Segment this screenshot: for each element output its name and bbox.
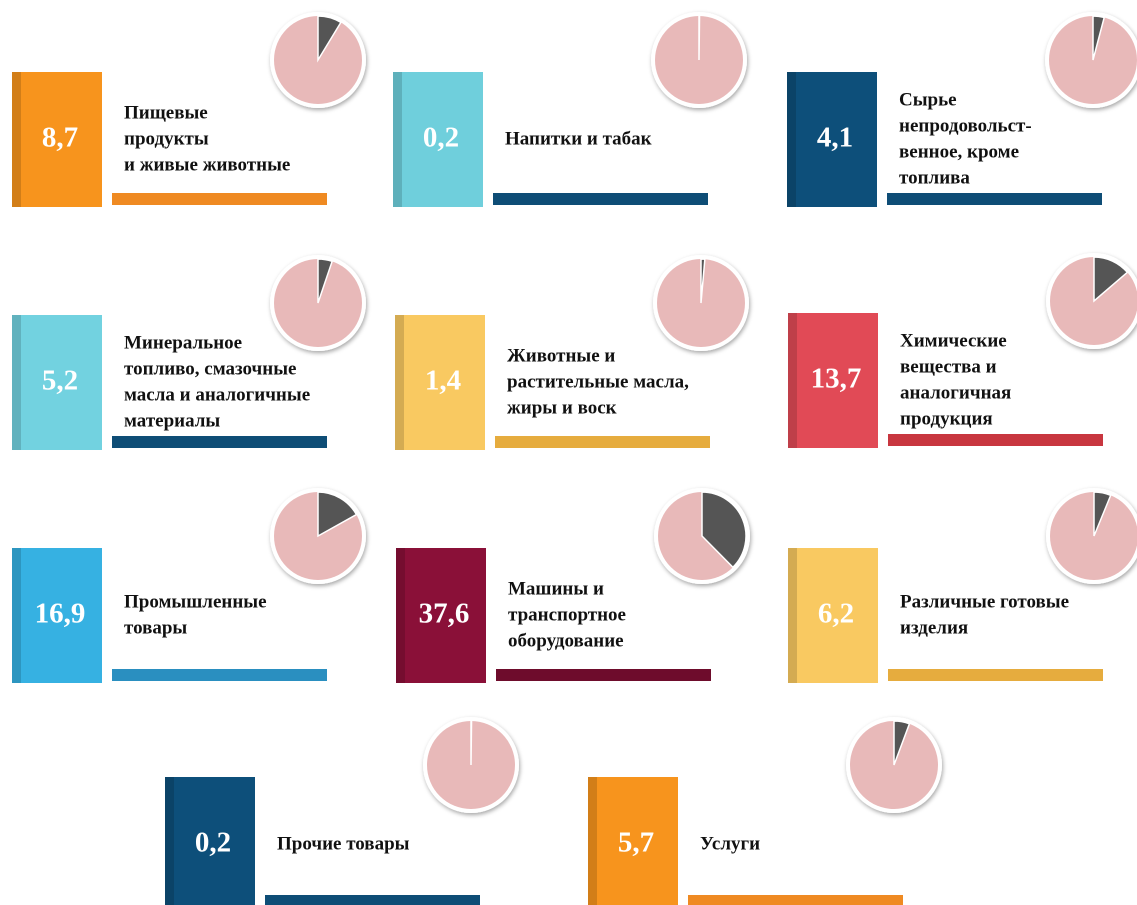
value-box — [787, 72, 877, 207]
category-label: Химические — [900, 330, 1007, 351]
category-label: материалы — [124, 410, 220, 431]
value-box-edge — [787, 72, 796, 207]
value-label: 16,9 — [35, 598, 86, 630]
category-label: продукция — [900, 408, 993, 429]
underline-bar — [496, 669, 711, 681]
category-label: венное, кроме — [899, 141, 1019, 162]
category-label: изделия — [900, 617, 968, 638]
category-label: Различные готовые — [900, 591, 1069, 612]
value-box-edge — [788, 548, 797, 683]
underline-bar — [887, 193, 1102, 205]
category-label: вещества и — [900, 356, 997, 377]
underline-bar — [888, 669, 1103, 681]
category-label: Напитки и табак — [505, 128, 652, 149]
pie-slice — [317, 258, 334, 304]
pie-slice — [1093, 256, 1129, 303]
underline-bar — [112, 669, 327, 681]
category-label: масла и аналогичные — [124, 384, 310, 405]
value-box-edge — [12, 72, 21, 207]
category-label: Прочие товары — [277, 833, 410, 854]
value-label: 5,7 — [618, 827, 654, 859]
category-label: Сырье — [899, 89, 957, 110]
category-label: Услуги — [700, 833, 760, 854]
category-label: продукты — [124, 128, 209, 149]
category-label: непродовольст- — [899, 115, 1032, 136]
value-box-edge — [588, 777, 597, 905]
value-label: 37,6 — [419, 598, 470, 630]
value-label: 0,2 — [423, 122, 459, 154]
pie-slice — [317, 491, 358, 538]
category-label: и живые животные — [124, 154, 290, 175]
category-label: Машины и — [508, 578, 604, 599]
value-box — [165, 777, 255, 905]
value-box — [12, 548, 102, 683]
value-box-edge — [393, 72, 402, 207]
category-label: транспортное — [508, 604, 626, 625]
category-label: жиры и воск — [507, 397, 617, 418]
pie-slice — [701, 491, 747, 569]
pie-slice — [893, 720, 911, 766]
category-label: топливо, смазочные — [124, 358, 296, 379]
value-box — [396, 548, 486, 683]
value-label: 6,2 — [818, 598, 854, 630]
underline-bar — [495, 436, 710, 448]
category-label: Животные и — [507, 345, 615, 366]
category-label: Минеральное — [124, 332, 242, 353]
pie-slice — [700, 258, 706, 304]
category-label: аналогичная — [900, 382, 1011, 403]
underline-bar — [265, 895, 480, 905]
pie-slice — [317, 15, 342, 63]
pie-slice — [1092, 15, 1106, 61]
underline-bar — [112, 193, 327, 205]
value-box — [12, 315, 102, 450]
value-box-edge — [396, 548, 405, 683]
value-box — [588, 777, 678, 905]
category-label: топлива — [899, 167, 970, 188]
category-label: товары — [124, 617, 187, 638]
value-box — [788, 313, 878, 448]
value-box-edge — [12, 548, 21, 683]
underline-bar — [888, 434, 1103, 446]
value-box-edge — [165, 777, 174, 905]
underline-bar — [493, 193, 708, 205]
category-label: Промышленные — [124, 591, 267, 612]
value-label: 8,7 — [42, 122, 78, 154]
value-box — [395, 315, 485, 450]
category-label: растительные масла, — [507, 371, 689, 392]
value-label: 5,2 — [42, 365, 78, 397]
underline-bar — [688, 895, 903, 905]
pie-slice — [698, 15, 701, 61]
value-box — [393, 72, 483, 207]
value-box-edge — [788, 313, 797, 448]
value-label: 4,1 — [817, 122, 853, 154]
value-label: 1,4 — [425, 365, 461, 397]
category-label: Пищевые — [124, 102, 208, 123]
pie-slice — [470, 720, 473, 766]
category-label: оборудование — [508, 630, 624, 651]
value-box — [12, 72, 102, 207]
value-box-edge — [395, 315, 404, 450]
value-box-edge — [12, 315, 21, 450]
underline-bar — [112, 436, 327, 448]
value-box — [788, 548, 878, 683]
value-label: 0,2 — [195, 827, 231, 859]
pie-slice — [1093, 491, 1112, 537]
value-label: 13,7 — [811, 363, 862, 395]
